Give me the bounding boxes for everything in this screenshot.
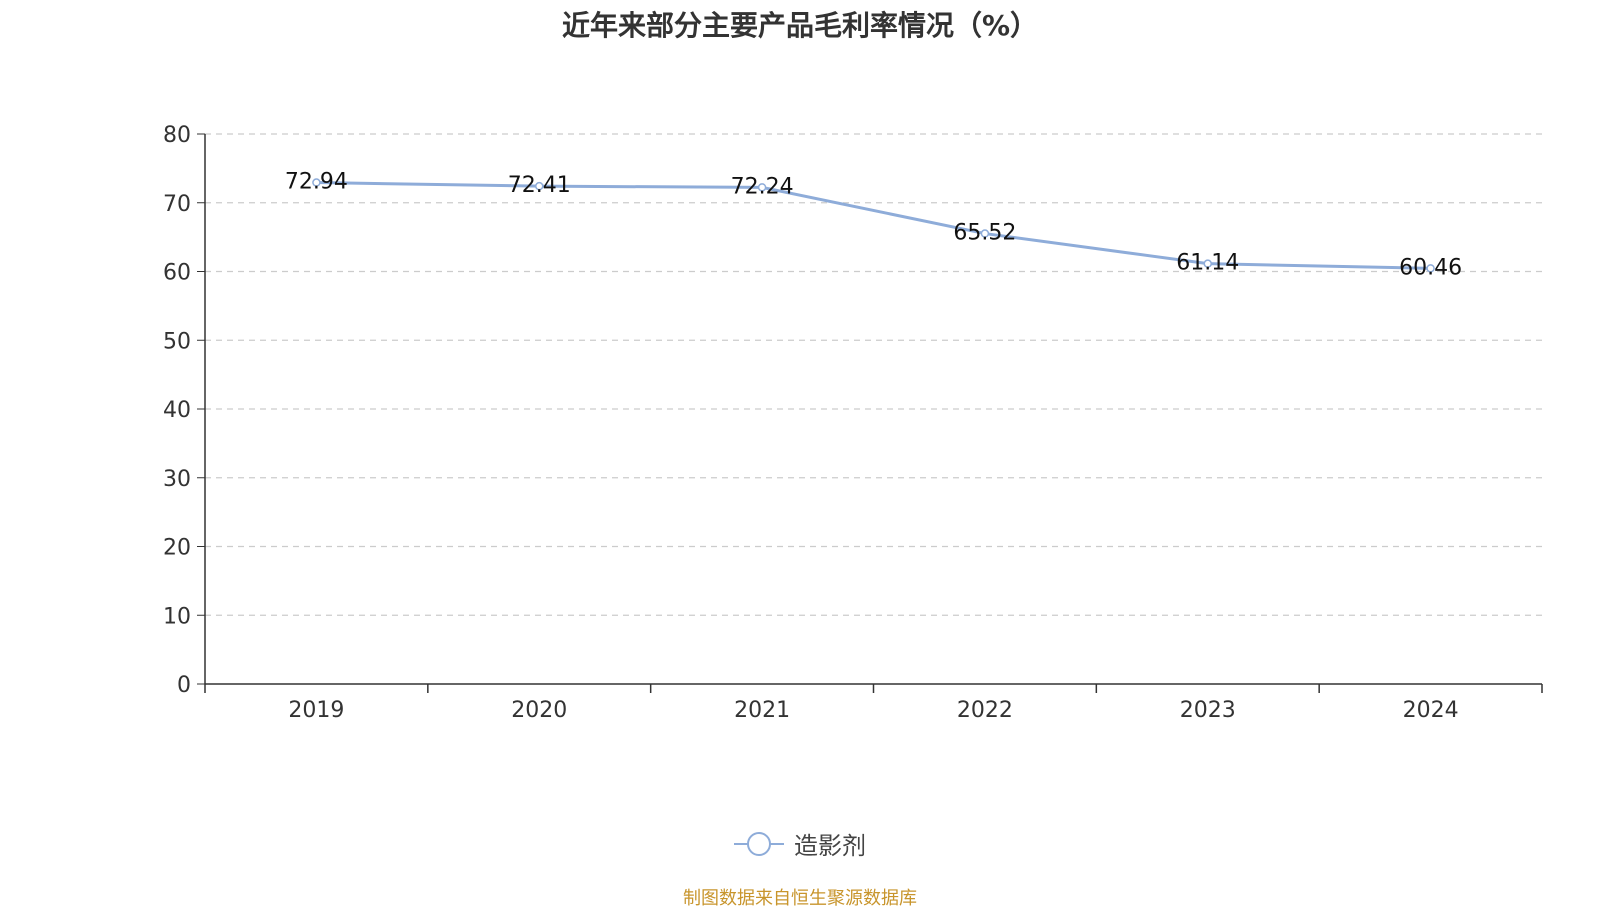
x-tick-label: 2021 xyxy=(734,698,790,723)
x-axis-ticks: 2019 2020 2021 2022 2023 2024 xyxy=(204,684,1543,723)
y-tick-label: 40 xyxy=(163,398,191,423)
data-label: 61.14 xyxy=(1176,251,1239,276)
data-label: 60.46 xyxy=(1399,255,1462,280)
y-tick-label: 50 xyxy=(163,329,191,354)
series-group xyxy=(312,178,1435,273)
chart-title: 近年来部分主要产品毛利率情况（%） xyxy=(561,9,1039,42)
data-point xyxy=(757,183,767,192)
legend[interactable]: 造影剂 xyxy=(0,826,1600,861)
data-point xyxy=(535,181,544,191)
data-label: 72.41 xyxy=(508,173,571,198)
x-tick-label: 2019 xyxy=(288,698,344,723)
y-tick-label: 20 xyxy=(163,536,191,561)
data-point xyxy=(980,229,990,238)
data-labels: 72.94 72.41 72.24 65.52 61.14 60.46 xyxy=(285,170,1462,281)
y-tick-label: 0 xyxy=(177,673,191,698)
data-point xyxy=(1203,259,1212,268)
data-point xyxy=(1426,264,1435,273)
y-tick-label: 10 xyxy=(163,604,191,629)
gridlines xyxy=(205,133,1542,616)
x-tick-label: 2022 xyxy=(957,698,1013,723)
y-tick-label: 60 xyxy=(163,261,191,286)
x-tick-label: 2023 xyxy=(1180,698,1236,723)
y-tick-label: 80 xyxy=(163,123,191,148)
data-label: 65.52 xyxy=(953,221,1016,246)
legend-line-marker-icon xyxy=(734,831,784,856)
y-tick-label: 70 xyxy=(163,192,191,217)
x-tick-label: 2020 xyxy=(511,698,567,723)
data-label: 72.24 xyxy=(731,174,794,199)
legend-label: 造影剂 xyxy=(794,832,866,860)
data-point xyxy=(312,178,321,187)
y-tick-label: 30 xyxy=(163,467,191,492)
x-tick-label: 2024 xyxy=(1403,698,1459,723)
series-line xyxy=(316,181,1431,270)
data-label: 72.94 xyxy=(285,170,348,195)
source-note: 制图数据来自恒生聚源数据库 xyxy=(683,888,917,909)
y-axis-ticks: 0 10 20 30 40 50 60 70 80 xyxy=(163,123,205,698)
